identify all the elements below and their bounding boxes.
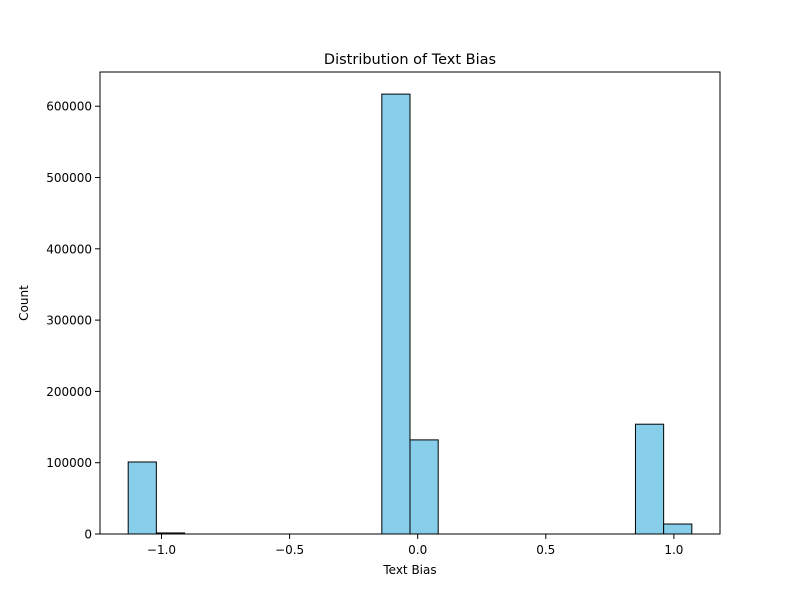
chart-title: Distribution of Text Bias <box>324 52 496 68</box>
x-tick-label: −1.0 <box>147 543 176 557</box>
histogram-bar <box>381 93 411 535</box>
x-tick-label: 1.0 <box>664 543 683 557</box>
x-tick-label: −0.5 <box>275 543 304 557</box>
x-tick-label: 0.0 <box>408 543 427 557</box>
y-axis-label: Count <box>17 285 31 321</box>
x-axis-ticks: −1.0 −0.5 0.0 0.5 1.0 <box>147 534 683 557</box>
histogram-bar <box>409 439 439 535</box>
y-tick-label: 200000 <box>46 385 92 399</box>
y-tick-label: 600000 <box>46 100 92 114</box>
y-tick-label: 300000 <box>46 314 92 328</box>
histogram-bar <box>663 523 693 535</box>
x-axis-label: Text Bias <box>382 563 436 577</box>
y-tick-label: 0 <box>84 528 92 542</box>
y-tick-label: 400000 <box>46 242 92 256</box>
y-tick-label: 500000 <box>46 171 92 185</box>
y-tick-label: 100000 <box>46 456 92 470</box>
x-tick-label: 0.5 <box>536 543 555 557</box>
histogram-bar <box>634 423 665 535</box>
y-axis-ticks: 0 100000 200000 300000 400000 500000 600000 <box>46 100 100 542</box>
bars-group <box>127 93 693 535</box>
axes-frame <box>99 71 721 535</box>
histogram-bar <box>127 461 157 535</box>
